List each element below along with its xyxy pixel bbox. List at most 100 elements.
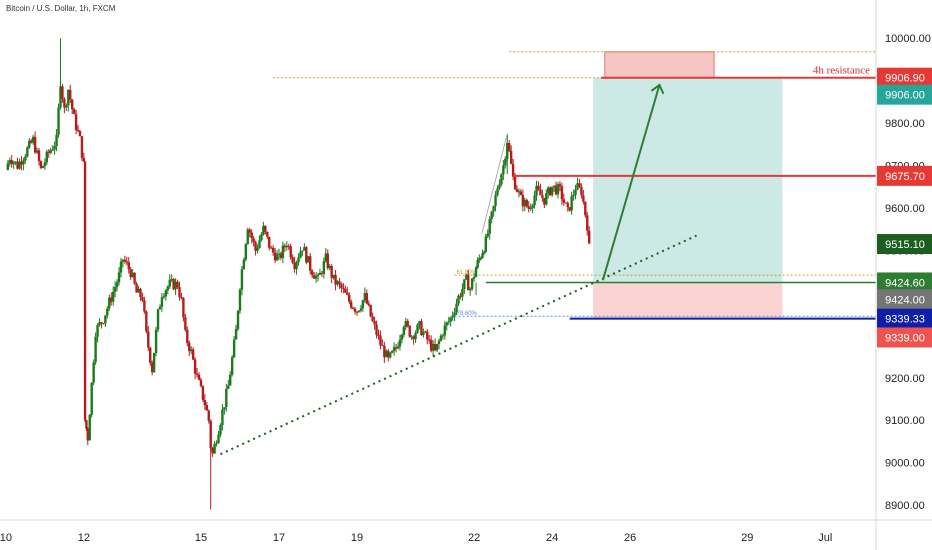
candle-body — [443, 325, 447, 336]
candle-body — [295, 261, 298, 270]
candle-body — [433, 344, 437, 351]
candle-body — [408, 325, 411, 337]
candle-body — [326, 253, 329, 269]
candle-body — [193, 359, 197, 374]
candle-body — [359, 308, 363, 311]
candle-body — [57, 107, 60, 135]
candle-body — [396, 346, 400, 349]
candle-body — [543, 197, 546, 205]
candle-body — [88, 415, 91, 441]
candle-body — [14, 161, 17, 163]
candle-body — [83, 161, 87, 421]
candle-body — [580, 186, 583, 196]
candle-body — [502, 165, 505, 175]
candle-body — [199, 379, 203, 386]
candle-body — [437, 340, 441, 344]
candle-body — [176, 281, 179, 288]
candle-body — [496, 188, 499, 196]
candle-body — [67, 89, 70, 106]
candle-body — [152, 352, 156, 373]
candle-body — [191, 349, 195, 360]
x-tick-label: Jul — [818, 532, 832, 544]
projection-arrow-shaft — [601, 84, 661, 281]
price-badge — [877, 327, 932, 348]
x-tick-label: 26 — [624, 532, 636, 544]
candle-body — [51, 149, 54, 151]
candle-body — [86, 428, 89, 441]
candle-body — [328, 266, 331, 269]
stop-zone — [593, 282, 783, 319]
candle-body — [312, 275, 316, 279]
x-tick-label: 15 — [195, 532, 207, 544]
price-badge — [877, 308, 932, 329]
candle-body — [244, 244, 248, 260]
y-tick-label: 9100.00 — [885, 415, 925, 427]
candle-body — [379, 335, 382, 346]
candle-body — [383, 345, 386, 358]
candle-body — [45, 151, 49, 163]
candle-body — [252, 238, 255, 243]
price-badge-label: 9424.60 — [885, 277, 925, 289]
candle-body — [150, 362, 154, 373]
candle-body — [447, 321, 450, 323]
candle-body — [402, 327, 406, 335]
candle-body — [523, 199, 527, 207]
candle-body — [428, 339, 431, 341]
candle-body — [429, 339, 433, 351]
candle-body — [431, 344, 435, 351]
candle-body — [552, 185, 556, 187]
price-badge-label: 9906.00 — [885, 90, 925, 102]
candle-body — [361, 300, 365, 309]
candle-body — [248, 229, 251, 233]
candle-body — [31, 136, 35, 143]
x-tick-label: 24 — [546, 532, 558, 544]
candle-body — [353, 308, 357, 312]
candle-body — [141, 297, 144, 301]
candle-body — [305, 247, 308, 263]
candle-body — [145, 311, 148, 332]
x-tick-label: 22 — [468, 532, 480, 544]
candle-body — [223, 407, 226, 410]
candle-body — [453, 312, 456, 316]
candle-body — [100, 322, 103, 324]
candle-body — [135, 283, 138, 293]
candle-body — [178, 287, 181, 297]
candle-body — [232, 339, 236, 358]
candle-body — [307, 256, 310, 263]
candle-body — [441, 335, 445, 337]
candle-body — [478, 258, 481, 261]
candle-body — [545, 193, 548, 205]
candle-body — [70, 99, 74, 110]
candle-body — [63, 98, 66, 108]
candle-body — [558, 184, 562, 187]
candle-body — [371, 316, 374, 321]
candle-body — [110, 297, 113, 302]
candle-body — [482, 251, 486, 254]
candle-body — [316, 274, 320, 277]
candle-body — [209, 420, 212, 448]
candle-body — [435, 343, 439, 351]
candle-body — [320, 272, 324, 274]
candle-body — [517, 191, 521, 193]
candle-body — [381, 345, 384, 347]
candle-body — [508, 143, 511, 151]
candle-body — [182, 297, 185, 318]
x-tick-label: 10 — [0, 532, 12, 544]
candle-body — [96, 325, 99, 337]
candle-body — [474, 267, 478, 278]
candle-body — [65, 105, 68, 108]
candle-body — [258, 240, 261, 249]
candle-body — [291, 257, 294, 263]
candle-body — [78, 131, 82, 137]
candle-body — [346, 292, 349, 295]
target-zone — [593, 77, 783, 283]
candle-body — [424, 331, 427, 333]
candle-body — [584, 201, 587, 216]
candle-body — [189, 349, 193, 352]
candle-body — [240, 269, 244, 290]
candle-body — [531, 205, 534, 209]
candle-body — [41, 166, 45, 168]
candle-body — [338, 281, 341, 285]
candle-body — [310, 270, 314, 276]
